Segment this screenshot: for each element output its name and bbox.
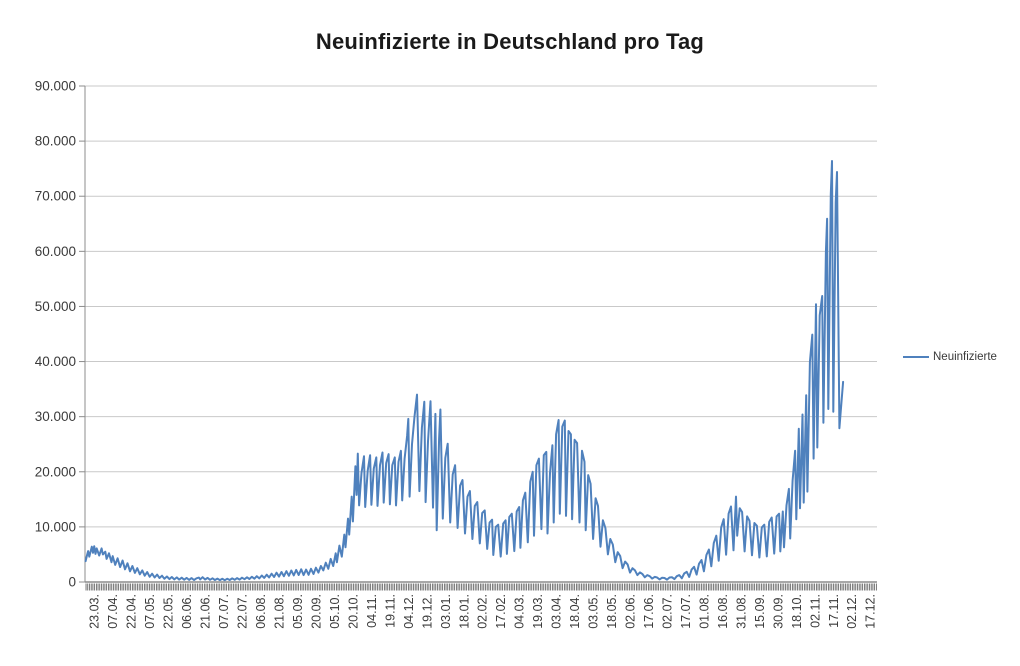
x-axis-tick-label: 07.05.: [143, 594, 157, 629]
y-axis-tick-label: 90.000: [35, 79, 76, 94]
x-axis-tick-label: 18.04.: [568, 594, 582, 629]
x-axis-tick-label: 31.08.: [734, 594, 748, 629]
x-axis-tick-label: 07.07.: [217, 594, 231, 629]
x-axis-tick-label: 19.11.: [383, 594, 397, 628]
x-axis-tick-label: 01.08.: [697, 594, 711, 629]
x-axis-tick-label: 17.11.: [827, 594, 841, 628]
x-axis-tick-label: 18.05.: [605, 594, 619, 629]
legend-line-swatch: [903, 355, 929, 359]
x-axis-tick-label: 04.11.: [365, 594, 379, 628]
x-axis-tick-label: 17.02.: [494, 594, 508, 629]
x-axis-tick-label: 02.06.: [624, 594, 638, 629]
x-axis-tick-label: 19.12.: [420, 594, 434, 629]
x-axis-tick-label: 05.10.: [328, 594, 342, 629]
x-axis-tick-label: 18.01.: [457, 594, 471, 629]
y-axis-tick-label: 60.000: [35, 244, 76, 259]
y-axis-tick-label: 30.000: [35, 409, 76, 424]
series-line-neuinfizierte: [84, 160, 845, 582]
x-axis-tick-label: 23.03.: [88, 594, 102, 629]
x-axis-tick-label: 07.04.: [106, 594, 120, 629]
x-axis-tick-label: 21.06.: [199, 594, 213, 629]
legend-label: Neuinfizierte: [933, 351, 997, 363]
x-axis-tick-label: 04.03.: [513, 594, 527, 629]
x-axis-tick-label: 02.12.: [845, 594, 859, 629]
x-axis-tick-label: 17.07.: [679, 594, 693, 629]
x-axis-tick-label: 06.08.: [254, 594, 268, 629]
y-axis-tick-label: 50.000: [35, 299, 76, 314]
x-axis-tick-label: 20.10.: [346, 594, 360, 629]
x-axis-tick-label: 18.10.: [790, 594, 804, 629]
y-axis-tick-label: 80.000: [35, 134, 76, 149]
y-axis-tick-label: 40.000: [35, 354, 76, 369]
y-axis-tick-label: 0: [68, 575, 76, 590]
legend: Neuinfizierte: [903, 351, 997, 363]
x-axis-tick-label: 15.09.: [753, 594, 767, 629]
x-axis-tick-label: 22.04.: [125, 594, 139, 629]
x-axis-tick-comb: [85, 583, 877, 591]
x-axis-tick-label: 17.06.: [642, 594, 656, 629]
y-axis-tick-label: 20.000: [35, 464, 76, 479]
x-axis-tick-label: 30.09.: [771, 594, 785, 629]
x-axis-tick-label: 17.12.: [864, 594, 878, 629]
x-axis-tick-label: 03.05.: [587, 594, 601, 629]
x-axis-tick-label: 21.08.: [272, 594, 286, 629]
y-axis-tick-label: 10.000: [35, 519, 76, 534]
x-axis-tick-label: 19.03.: [531, 594, 545, 629]
x-axis-tick-label: 22.07.: [236, 594, 250, 629]
x-axis-tick-label: 03.04.: [550, 594, 564, 629]
x-axis-tick-label: 22.05.: [162, 594, 176, 629]
y-axis-tick-label: 70.000: [35, 189, 76, 204]
x-axis-tick-label: 04.12.: [402, 594, 416, 629]
x-axis-tick-label: 02.07.: [660, 594, 674, 629]
x-axis-tick-label: 03.01.: [439, 594, 453, 629]
x-axis-tick-label: 02.02.: [476, 594, 490, 629]
x-axis-tick-label: 05.09.: [291, 594, 305, 629]
x-axis-tick-label: 20.09.: [309, 594, 323, 629]
x-axis-tick-label: 06.06.: [180, 594, 194, 629]
x-axis-tick-label: 02.11.: [808, 594, 822, 628]
chart-title: Neuinfizierte in Deutschland pro Tag: [315, 29, 705, 54]
x-axis-tick-label: 16.08.: [716, 594, 730, 629]
